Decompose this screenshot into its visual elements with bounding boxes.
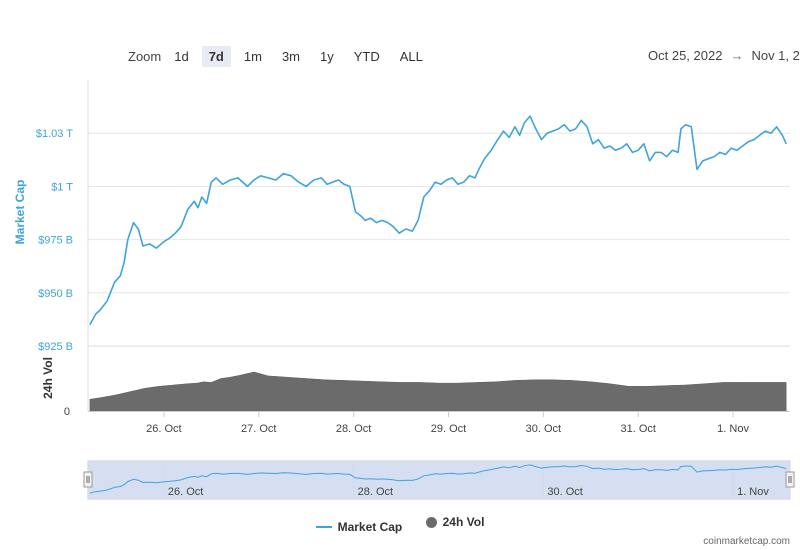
zoom-all-button[interactable]: ALL xyxy=(399,48,423,64)
navigator-tick-label: 30. Oct xyxy=(547,486,582,498)
volume-series-area xyxy=(89,371,787,412)
y-tick-label: $950 B xyxy=(38,288,73,300)
x-ticks: 26. Oct 27. Oct 28. Oct 29. Oct 30. Oct 31. O… xyxy=(146,411,749,435)
y-tick-label: $1 T xyxy=(51,181,73,193)
legend-label-market-cap: Market Cap xyxy=(337,519,403,534)
date-range-to[interactable]: Nov 1, 2 xyxy=(751,48,800,63)
zoom-label: Zoom xyxy=(128,48,162,64)
navigator-tick-label: 26. Oct xyxy=(168,486,203,498)
legend: Market Cap 24h Vol xyxy=(0,515,800,534)
volume-zero-tick: 0 xyxy=(64,406,70,418)
grid-lines xyxy=(88,132,790,347)
market-cap-series-line xyxy=(89,115,787,326)
x-tick-label: 27. Oct xyxy=(241,423,276,435)
y-tick-labels: $925 B $950 B $975 B $1 T $1.03 T xyxy=(36,128,73,353)
zoom-1y-button[interactable]: 1y xyxy=(320,48,334,64)
date-range-from[interactable]: Oct 25, 2022 xyxy=(648,48,723,63)
x-tick-label: 29. Oct xyxy=(431,423,466,435)
legend-label-volume: 24h Vol xyxy=(442,515,485,529)
date-range: Oct 25, 2022 → Nov 1, 2 xyxy=(648,48,800,63)
zoom-1d-button[interactable]: 1d xyxy=(174,48,189,64)
navigator[interactable]: 26. Oct 28. Oct 30. Oct 1. Nov xyxy=(83,460,795,500)
legend-line-icon xyxy=(315,525,332,528)
market-cap-chart: $925 B $950 B $975 B $1 T $1.03 T Market Cap… xyxy=(13,80,795,500)
legend-item-market-cap[interactable]: Market Cap xyxy=(315,519,403,534)
zoom-1m-button[interactable]: 1m xyxy=(243,48,262,64)
y-tick-label: $925 B xyxy=(38,341,73,353)
volume-axis-title: 24h Vol xyxy=(41,357,55,399)
navigator-left-handle[interactable] xyxy=(83,471,93,488)
x-tick-label: 31. Oct xyxy=(620,423,655,435)
navigator-series-line xyxy=(89,464,787,494)
zoom-3m-button[interactable]: 3m xyxy=(281,48,300,64)
date-range-arrow: → xyxy=(730,48,744,63)
y-tick-label: $1.03 T xyxy=(36,128,73,140)
navigator-selection xyxy=(88,461,790,499)
legend-dot-icon xyxy=(425,516,437,528)
navigator-right-handle[interactable] xyxy=(785,471,795,488)
zoom-7d-button[interactable]: 7d xyxy=(201,45,231,67)
x-tick-label: 26. Oct xyxy=(146,423,181,435)
y-tick-label: $975 B xyxy=(38,235,73,247)
legend-item-volume[interactable]: 24h Vol xyxy=(425,515,485,529)
zoom-bar: Zoom 1d 7d 1m 3m 1y YTD ALL xyxy=(128,45,436,67)
credits-link[interactable]: coinmarketcap.com xyxy=(703,536,790,547)
navigator-tick-label: 1. Nov xyxy=(737,486,769,498)
y-axis-title: Market Cap xyxy=(13,180,27,245)
x-tick-label: 1. Nov xyxy=(717,423,749,435)
navigator-tick-label: 28. Oct xyxy=(358,486,393,498)
x-tick-label: 28. Oct xyxy=(336,423,371,435)
x-tick-label: 30. Oct xyxy=(526,423,561,435)
navigator-labels: 26. Oct 28. Oct 30. Oct 1. Nov xyxy=(168,486,769,498)
zoom-ytd-button[interactable]: YTD xyxy=(353,48,380,64)
